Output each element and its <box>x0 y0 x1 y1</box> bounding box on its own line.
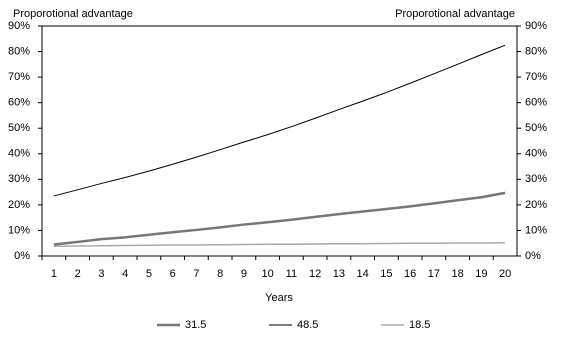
y-tick-label: 30% <box>8 173 30 185</box>
y-axis-label: Proporotional advantage <box>13 8 133 20</box>
y-tick-label: 40% <box>8 148 30 160</box>
y2-tick-label: 80% <box>525 45 547 57</box>
y2-tick-label: 0% <box>525 250 541 262</box>
x-tick-label: 17 <box>428 268 440 280</box>
x-tick-label: 12 <box>309 268 321 280</box>
y2-tick-label: 10% <box>525 224 547 236</box>
x-tick-label: 4 <box>122 268 128 280</box>
y-tick-label: 70% <box>8 71 30 83</box>
x-axis-label: Years <box>265 292 293 304</box>
legend-label: 48.5 <box>297 319 318 331</box>
x-tick-label: 18 <box>452 268 464 280</box>
y2-tick-label: 60% <box>525 97 547 109</box>
y-tick-label: 0% <box>14 250 30 262</box>
x-tick-label: 7 <box>193 268 199 280</box>
y-tick-label: 10% <box>8 224 30 236</box>
legend-label: 18.5 <box>409 319 430 331</box>
x-tick-label: 14 <box>357 268 369 280</box>
series-line <box>53 44 506 197</box>
x-tick-label: 13 <box>333 268 345 280</box>
y2-tick-label: 20% <box>525 199 547 211</box>
x-tick-label: 3 <box>98 268 104 280</box>
y-tick-label: 80% <box>8 45 30 57</box>
x-tick-label: 8 <box>217 268 223 280</box>
y2-tick-label: 30% <box>525 173 547 185</box>
legend-label: 31.5 <box>185 319 206 331</box>
x-tick-label: 6 <box>170 268 176 280</box>
x-tick-label: 9 <box>241 268 247 280</box>
y2-tick-label: 70% <box>525 71 547 83</box>
x-tick-label: 2 <box>75 268 81 280</box>
y2-tick-label: 90% <box>525 20 547 32</box>
y2-tick-label: 50% <box>525 122 547 134</box>
y-tick-label: 60% <box>8 97 30 109</box>
x-tick-label: 5 <box>146 268 152 280</box>
x-tick-label: 15 <box>380 268 392 280</box>
x-tick-label: 10 <box>262 268 274 280</box>
x-tick-label: 19 <box>475 268 487 280</box>
x-tick-label: 20 <box>499 268 511 280</box>
x-tick-label: 16 <box>404 268 416 280</box>
series-line <box>53 191 506 246</box>
series-line <box>53 241 506 248</box>
y-tick-label: 20% <box>8 199 30 211</box>
y-tick-label: 50% <box>8 122 30 134</box>
x-tick-label: 11 <box>286 268 297 280</box>
y2-axis-label: Proporotional advantage <box>395 8 515 20</box>
y2-tick-label: 40% <box>525 148 547 160</box>
y-tick-label: 90% <box>8 20 30 32</box>
x-tick-label: 1 <box>51 268 57 280</box>
